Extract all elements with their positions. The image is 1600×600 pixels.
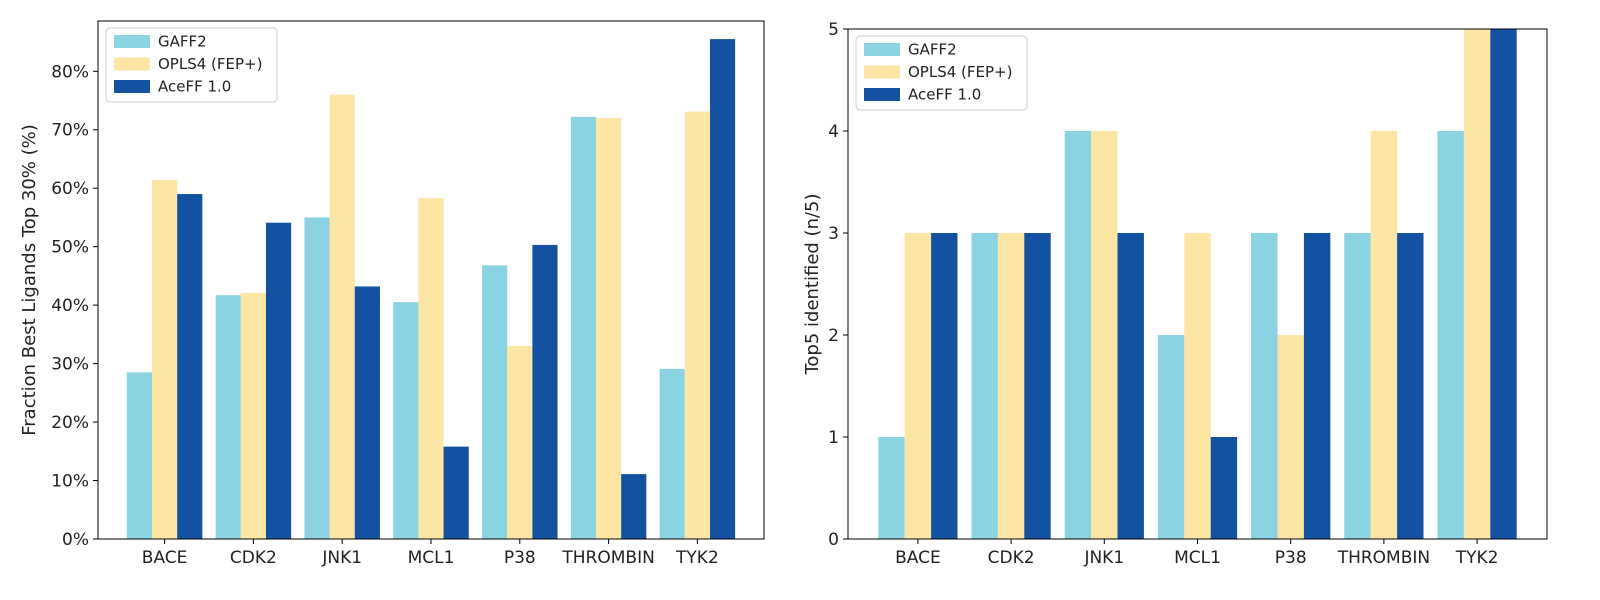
y-axis-title: Top5 identified (n/5)	[802, 193, 823, 375]
y-tick-label: 50%	[51, 238, 89, 258]
y-tick-label: 40%	[51, 296, 89, 316]
left-chart-fraction-best-ligands: 0% 10% 20% 30% 40% 50% 60% 70% 80% BACE CDK2 JNK1 MC…	[19, 20, 765, 568]
bar-gaff2-bace	[126, 372, 153, 539]
x-tick-label-bace: BACE	[895, 548, 941, 568]
y-tick-label: 10%	[51, 472, 89, 492]
x-tick-label-mcl1: MCL1	[408, 548, 455, 568]
bar-aceff-1-0-mcl1	[443, 446, 469, 539]
bar-opls4-fep-cdk2	[997, 233, 1025, 539]
x-tick-label-p38: P38	[504, 548, 536, 568]
x-tick-label-tyk2: TYK2	[675, 548, 719, 568]
legend-swatch-gaff2	[114, 35, 150, 48]
x-tick-label-cdk2: CDK2	[230, 548, 277, 568]
bar-aceff-1-0-thrombin	[1397, 233, 1424, 539]
bar-aceff-1-0-p38	[1303, 233, 1331, 539]
y-tick-label: 80%	[51, 62, 89, 82]
legend-label-aceff-1-0: AceFF 1.0	[908, 86, 981, 104]
bar-aceff-1-0-jnk1	[354, 286, 380, 539]
bar-opls4-fep-jnk1	[1091, 131, 1118, 539]
y-tick-label: 3	[828, 224, 839, 244]
legend-swatch-aceff-1-0	[114, 80, 150, 93]
bar-opls4-fep-p38	[507, 346, 533, 539]
bar-gaff2-cdk2	[215, 295, 241, 539]
x-tick-label-jnk1: JNK1	[321, 548, 362, 568]
legend-label-opls4-fep: OPLS4 (FEP+)	[158, 55, 262, 73]
bar-gaff2-tyk2	[659, 368, 685, 539]
y-tick-label: 70%	[51, 121, 89, 141]
bar-gaff2-thrombin	[570, 116, 597, 539]
y-tick-label: 0%	[62, 530, 89, 550]
x-tick-label-bace: BACE	[142, 548, 188, 568]
bar-opls4-fep-tyk2	[684, 111, 710, 540]
y-tick-label: 5	[828, 20, 839, 40]
y-tick-label: 0	[828, 530, 839, 550]
y-tick-label: 30%	[51, 355, 89, 375]
bar-aceff-1-0-mcl1	[1210, 437, 1238, 539]
bar-aceff-1-0-thrombin	[621, 474, 647, 539]
x-tick-label-thrombin: THROMBIN	[1337, 548, 1430, 568]
x-tick-label-jnk1: JNK1	[1083, 548, 1124, 568]
legend-label-opls4-fep: OPLS4 (FEP+)	[908, 63, 1012, 81]
y-tick-label: 4	[828, 122, 839, 142]
bar-aceff-1-0-tyk2	[709, 39, 736, 540]
bar-aceff-1-0-p38	[532, 244, 558, 540]
bar-aceff-1-0-bace	[177, 194, 203, 539]
bar-gaff2-cdk2	[971, 233, 998, 539]
bar-opls4-fep-cdk2	[240, 292, 266, 539]
legend-swatch-opls4-fep	[864, 65, 900, 79]
bar-gaff2-jnk1	[304, 217, 330, 539]
bar-opls4-fep-mcl1	[418, 198, 444, 539]
bar-gaff2-thrombin	[1344, 233, 1371, 539]
legend-label-aceff-1-0: AceFF 1.0	[158, 78, 231, 96]
bar-gaff2-mcl1	[1157, 335, 1185, 539]
bar-gaff2-tyk2	[1437, 131, 1464, 539]
legend-swatch-opls4-fep	[114, 57, 150, 71]
bar-aceff-1-0-jnk1	[1117, 233, 1144, 539]
bar-opls4-fep-jnk1	[329, 94, 355, 540]
bar-aceff-1-0-cdk2	[1024, 233, 1051, 539]
x-tick-label-mcl1: MCL1	[1174, 548, 1221, 568]
bar-gaff2-p38	[1251, 233, 1278, 539]
y-tick-label: 2	[828, 326, 839, 346]
bar-aceff-1-0-cdk2	[265, 222, 292, 539]
bar-opls4-fep-thrombin	[596, 118, 622, 540]
bar-gaff2-mcl1	[393, 302, 419, 539]
bar-opls4-fep-thrombin	[1370, 131, 1398, 539]
bar-gaff2-p38	[482, 265, 508, 539]
x-tick-label-thrombin: THROMBIN	[561, 548, 654, 568]
bar-opls4-fep-bace	[152, 180, 178, 539]
x-tick-label-cdk2: CDK2	[988, 548, 1035, 568]
y-tick-label: 60%	[51, 179, 89, 199]
bar-opls4-fep-mcl1	[1184, 233, 1211, 539]
bar-aceff-1-0-bace	[931, 233, 958, 539]
legend-label-gaff2: GAFF2	[158, 33, 207, 51]
y-tick-label: 20%	[51, 413, 89, 433]
bar-opls4-fep-tyk2	[1463, 29, 1491, 539]
legend-swatch-gaff2	[864, 43, 900, 56]
bar-gaff2-jnk1	[1064, 131, 1092, 539]
x-tick-label-tyk2: TYK2	[1455, 548, 1499, 568]
right-chart-top5-identified: 0 1 2 3 4 5 BACE CDK2 JNK1 MCL1 P38 THROMBIN TYK2 Top…	[802, 20, 1548, 568]
legend-label-gaff2: GAFF2	[908, 41, 957, 59]
bar-gaff2-bace	[878, 437, 905, 539]
x-tick-label-p38: P38	[1275, 548, 1307, 568]
legend-swatch-aceff-1-0	[864, 88, 900, 101]
bar-opls4-fep-p38	[1277, 335, 1304, 539]
bar-aceff-1-0-tyk2	[1490, 29, 1517, 539]
bar-opls4-fep-bace	[904, 233, 932, 539]
y-axis-title: Fraction Best Ligands Top 30% (%)	[19, 124, 40, 436]
y-tick-label: 1	[828, 428, 839, 448]
